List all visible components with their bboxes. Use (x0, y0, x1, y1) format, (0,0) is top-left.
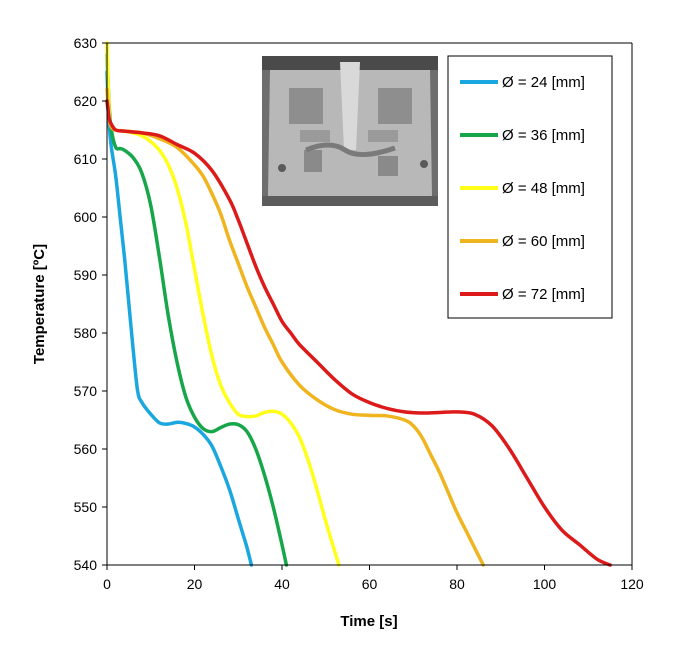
x-tick-label: 100 (533, 576, 557, 592)
y-tick-label: 540 (74, 557, 98, 573)
legend-label-4: Ø = 60 [mm] (502, 233, 585, 250)
legend-label-3: Ø = 48 [mm] (502, 180, 585, 197)
x-tick-label: 120 (620, 576, 644, 592)
series-line-4 (105, 87, 485, 567)
y-tick-label: 570 (74, 383, 98, 399)
ticks-layer: 0 20 40 60 80 100 120 540 550 560 570 580 590 600 610 6… (74, 35, 644, 592)
inset-mold-photo (262, 56, 438, 206)
x-tick-label: 60 (362, 576, 378, 592)
series-line-2 (105, 52, 289, 567)
series-line-1 (105, 70, 254, 567)
legend-label-1: Ø = 24 [mm] (502, 74, 585, 91)
x-tick-label: 20 (187, 576, 203, 592)
y-tick-label: 600 (74, 209, 98, 225)
y-tick-label: 630 (74, 35, 98, 51)
x-tick-label: 40 (274, 576, 290, 592)
y-tick-label: 590 (74, 267, 98, 283)
series-layer (105, 41, 612, 567)
x-tick-label: 0 (103, 576, 111, 592)
y-tick-label: 550 (74, 499, 98, 515)
legend: Ø = 24 [mm] Ø = 36 [mm] Ø = 48 [mm] Ø = 60 … (460, 74, 585, 303)
y-axis-title: Temperature [ºC] (31, 244, 48, 364)
legend-label-2: Ø = 36 [mm] (502, 127, 585, 144)
y-tick-label: 580 (74, 325, 98, 341)
y-tick-label: 610 (74, 151, 98, 167)
legend-label-5: Ø = 72 [mm] (502, 286, 585, 303)
series-line-5 (105, 99, 612, 567)
y-tick-label: 620 (74, 93, 98, 109)
x-axis-title: Time [s] (340, 613, 397, 630)
x-tick-label: 80 (449, 576, 465, 592)
y-tick-label: 560 (74, 441, 98, 457)
